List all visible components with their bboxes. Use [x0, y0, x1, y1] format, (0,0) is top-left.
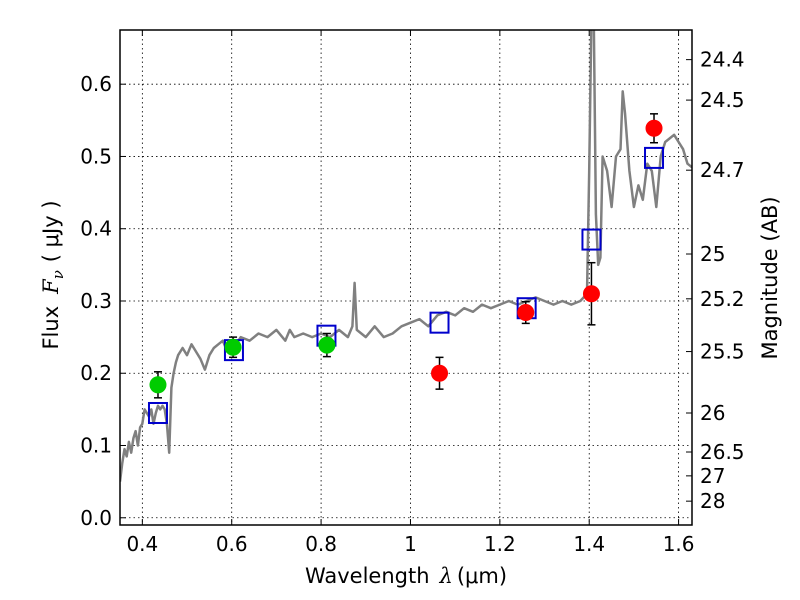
data-layer	[120, 30, 692, 482]
photometry-circle-marker	[224, 338, 242, 356]
photometry-circle-marker	[582, 285, 600, 303]
spectrum-line	[120, 30, 692, 482]
plot-frame	[119, 29, 693, 526]
gridlines	[120, 30, 692, 525]
y2-tick-label: 28	[700, 489, 725, 513]
x-tick-label: 1	[404, 532, 417, 556]
model-square-marker	[147, 401, 168, 424]
x-tick-label: 1.2	[484, 532, 516, 556]
photometry-circle-marker	[149, 376, 167, 394]
ticks: 0.4 0.6 0.8 1 1.2 1.4 1.6 0.0 0.1 0.2 0.3 0.4 0.5 0.6…	[80, 30, 745, 556]
y2-tick-label: 26	[700, 401, 725, 425]
x-tick-label: 1.4	[573, 532, 605, 556]
y2-tick-label: 24.5	[700, 88, 745, 112]
y-tick-label: 0.2	[80, 361, 112, 385]
y2-tick-label: 25.5	[700, 340, 745, 364]
photometry-circle-marker	[517, 304, 535, 322]
model-square-marker	[429, 311, 450, 334]
marker-layer	[147, 113, 665, 424]
x-tick-label: 0.8	[305, 532, 337, 556]
x-axis-title: Wavelength λ (μm)	[305, 564, 507, 588]
plot-area	[120, 30, 692, 525]
y-tick-label: 0.5	[80, 144, 112, 168]
model-square-marker	[581, 228, 602, 251]
x-tick-label: 0.4	[126, 532, 158, 556]
model-square-marker	[644, 146, 665, 169]
y2-tick-label: 25.2	[700, 287, 745, 311]
y2-tick-label: 27	[700, 464, 725, 488]
y-tick-label: 0.1	[80, 434, 112, 458]
y-tick-label: 0.6	[80, 72, 112, 96]
y2-tick-label: 24.4	[700, 48, 745, 72]
y2-tick-label: 24.7	[700, 158, 745, 182]
y2-tick-label: 25	[700, 242, 725, 266]
y-tick-label: 0.0	[80, 506, 112, 530]
y2-tick-label: 26.5	[700, 440, 745, 464]
photometry-circle-marker	[431, 364, 449, 382]
photometry-circle-marker	[318, 336, 336, 354]
x-tick-label: 0.6	[216, 532, 248, 556]
y-tick-label: 0.4	[80, 217, 112, 241]
y-axis-title: FluxFν( μJy )	[39, 200, 67, 349]
y2-axis-title: Magnitude (AB)	[758, 196, 782, 359]
y-tick-label: 0.3	[80, 289, 112, 313]
photometry-circle-marker	[645, 119, 663, 137]
x-tick-label: 1.6	[663, 532, 695, 556]
